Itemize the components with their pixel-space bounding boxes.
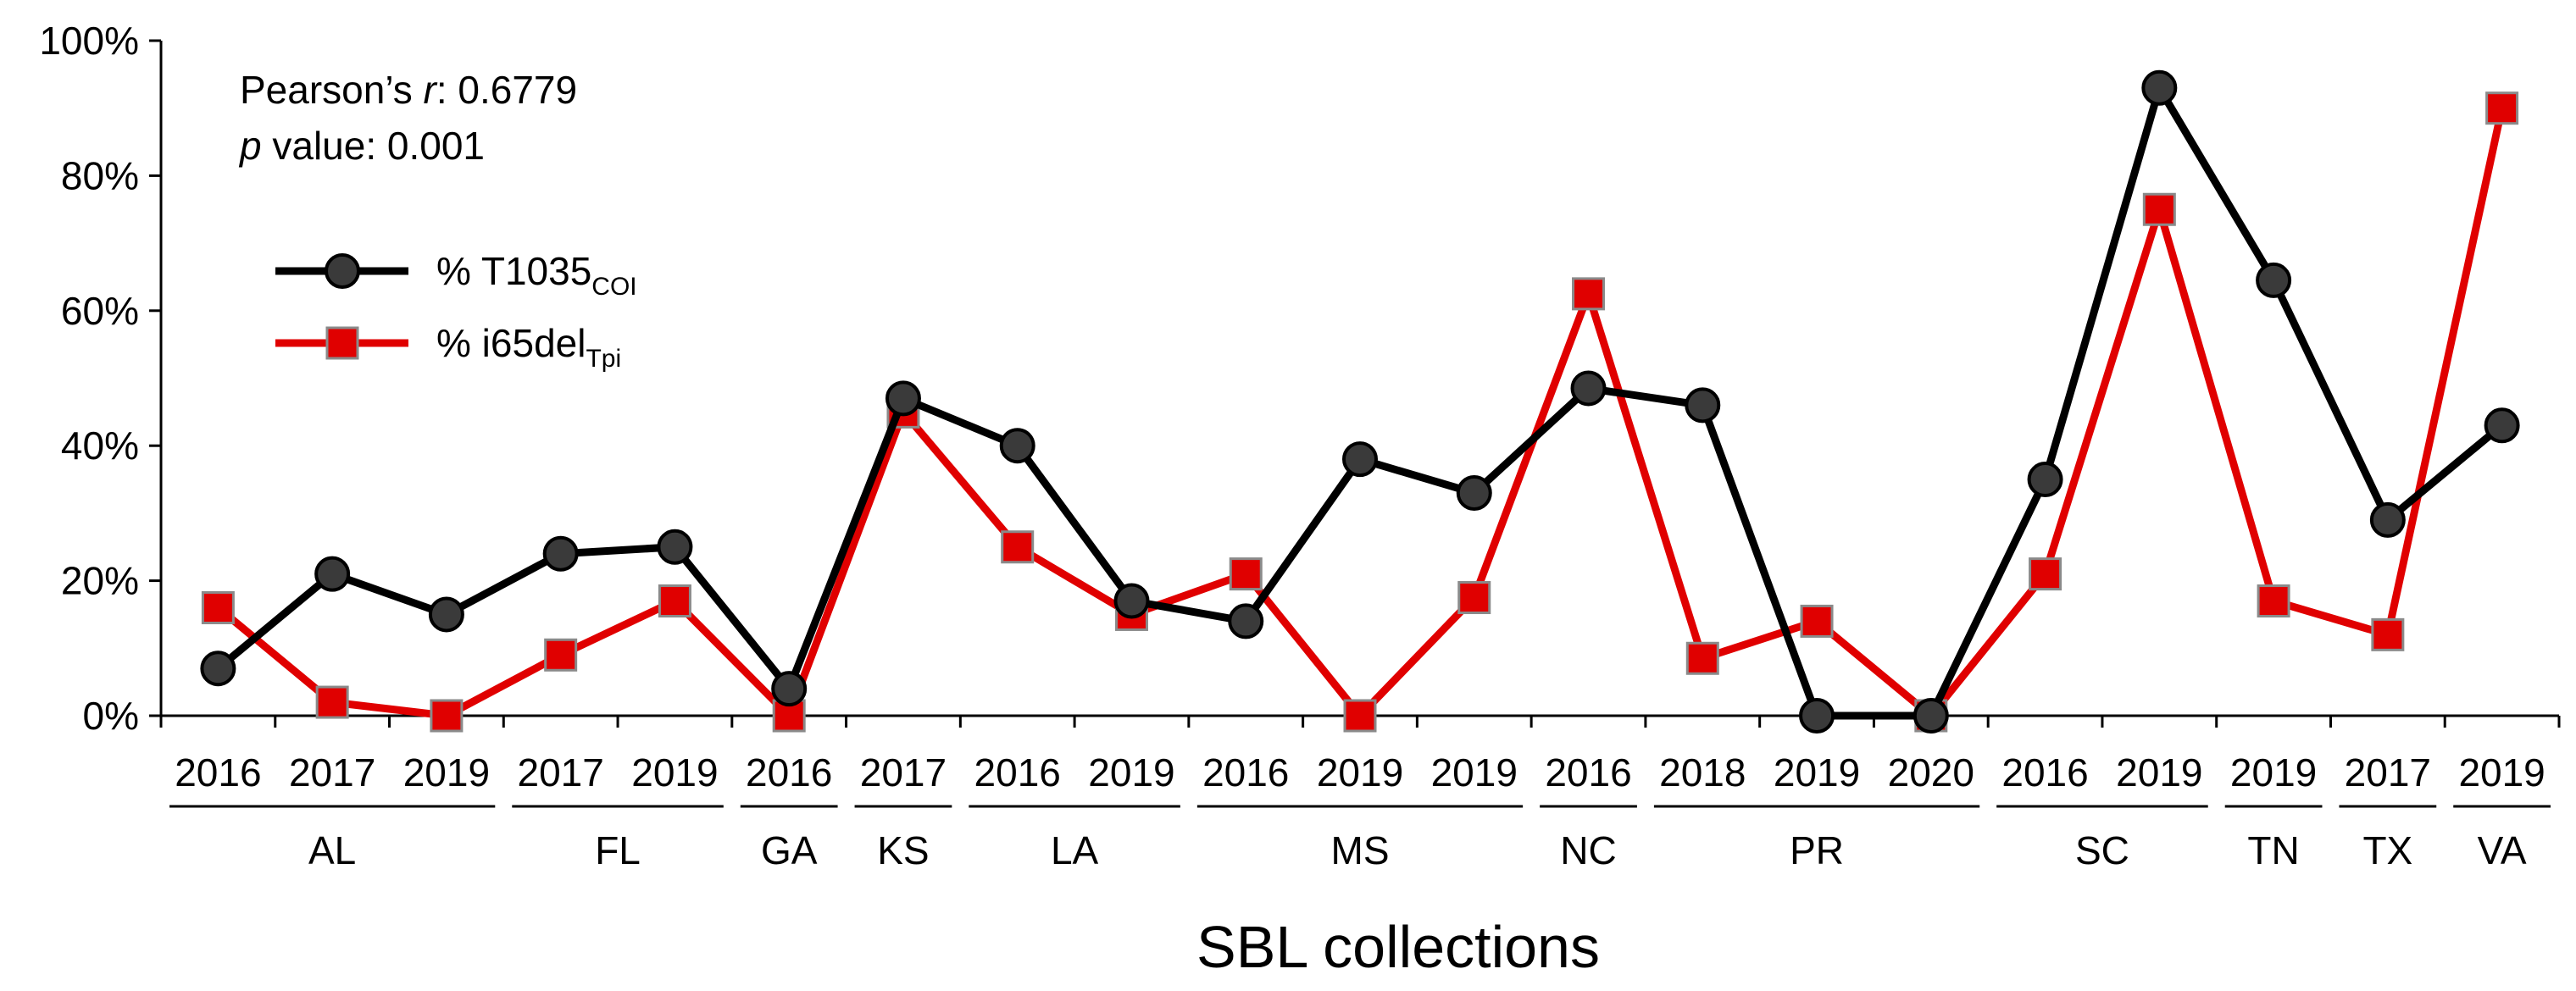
data-point — [2371, 617, 2405, 651]
series-line — [215, 84, 2505, 720]
data-point — [771, 671, 808, 707]
x-group-label: NC — [1560, 828, 1616, 872]
x-year-label: 2019 — [1774, 750, 1860, 794]
data-point — [430, 699, 464, 733]
y-tick-label: 40% — [61, 424, 139, 468]
y-axis-ticks: 0% 20% 40% 60% 80% 100% — [39, 19, 161, 738]
series-layer — [200, 69, 2520, 734]
data-point — [885, 380, 921, 417]
data-point — [1572, 277, 1606, 311]
y-tick-label: 100% — [39, 19, 139, 63]
data-point — [2027, 462, 2063, 498]
data-point — [544, 638, 578, 672]
p-value-text: p value: 0.001 — [238, 124, 485, 168]
y-tick-label: 20% — [61, 559, 139, 603]
data-point — [2369, 501, 2406, 538]
x-axis-categories: 2016 2017 2019 2017 2019 2016 2017 2016 2019 2016… — [159, 716, 2561, 872]
x-group-label: GA — [761, 828, 818, 872]
x-year-label: 2018 — [1659, 750, 1746, 794]
x-year-label: 2019 — [403, 750, 490, 794]
stats-annotation: Pearson’s r: 0.6779 p value: 0.001 — [238, 68, 577, 168]
y-tick-label: 60% — [61, 289, 139, 333]
data-point — [657, 529, 693, 565]
x-group-label: AL — [308, 828, 356, 872]
data-point — [2485, 91, 2519, 125]
x-group-label: LA — [1051, 828, 1099, 872]
x-year-label: 2016 — [2001, 750, 2088, 794]
data-point — [1800, 604, 1834, 638]
x-year-label: 2019 — [2116, 750, 2202, 794]
x-year-label: 2017 — [517, 750, 603, 794]
x-year-label: 2016 — [746, 750, 832, 794]
x-year-label: 2019 — [1431, 750, 1518, 794]
series-i65del — [201, 91, 2519, 733]
x-year-label: 2019 — [631, 750, 718, 794]
y-tick-label: 80% — [61, 153, 139, 197]
data-point — [2257, 584, 2290, 618]
axes — [159, 41, 2559, 717]
x-group-label: TN — [2247, 828, 2299, 872]
x-year-label: 2016 — [974, 750, 1061, 794]
data-point — [1799, 698, 1835, 734]
data-point — [1456, 474, 1492, 511]
x-group-label: SC — [2075, 828, 2129, 872]
x-year-label: 2019 — [2230, 750, 2317, 794]
x-year-label: 2017 — [860, 750, 947, 794]
x-group-label: FL — [595, 828, 641, 872]
data-point — [1457, 581, 1491, 615]
data-point — [2142, 192, 2176, 226]
data-point — [1113, 583, 1150, 619]
data-point — [2029, 557, 2062, 591]
pearson-r-text: Pearson’s r: 0.6779 — [240, 68, 577, 112]
x-group-label: TX — [2362, 828, 2412, 872]
x-year-label: 2016 — [175, 750, 261, 794]
x-year-label: 2019 — [1317, 750, 1403, 794]
x-axis-title: SBL collections — [1196, 914, 1600, 980]
x-group-label: KS — [877, 828, 929, 872]
data-point — [314, 556, 351, 592]
data-point — [658, 584, 691, 618]
x-year-label: 2019 — [1088, 750, 1174, 794]
y-tick-label: 0% — [83, 694, 139, 738]
data-point — [1685, 641, 1719, 675]
data-point — [1570, 370, 1607, 407]
data-point — [200, 651, 236, 687]
series-t1035 — [200, 69, 2520, 734]
x-year-label: 2016 — [1545, 750, 1631, 794]
data-point — [428, 596, 464, 633]
data-point — [315, 685, 349, 719]
x-group-label: PR — [1790, 828, 1844, 872]
x-year-label: 2019 — [2458, 750, 2545, 794]
data-point — [1913, 698, 1949, 734]
data-point — [1228, 603, 1264, 639]
data-point — [999, 428, 1035, 464]
data-point — [201, 590, 235, 624]
legend: % T1035COI % i65delTpi — [275, 249, 637, 373]
data-point — [1229, 557, 1263, 591]
x-year-label: 2017 — [289, 750, 375, 794]
legend-label-i65del: % i65delTpi — [436, 321, 621, 373]
data-point — [1343, 699, 1377, 733]
x-year-label: 2016 — [1202, 750, 1289, 794]
data-point — [1001, 530, 1035, 564]
x-year-label: 2020 — [1888, 750, 1974, 794]
data-point — [542, 535, 579, 572]
x-group-label: MS — [1331, 828, 1390, 872]
x-group-label: VA — [2478, 828, 2527, 872]
data-point — [2484, 407, 2520, 444]
data-point — [2256, 262, 2292, 298]
data-point — [1685, 387, 1721, 424]
legend-marker-t1035 — [325, 253, 360, 289]
legend-label-t1035: % T1035COI — [436, 249, 637, 301]
legend-marker-i65del — [325, 326, 359, 360]
data-point — [2141, 69, 2178, 106]
data-point — [1342, 441, 1378, 478]
x-year-label: 2017 — [2345, 750, 2431, 794]
